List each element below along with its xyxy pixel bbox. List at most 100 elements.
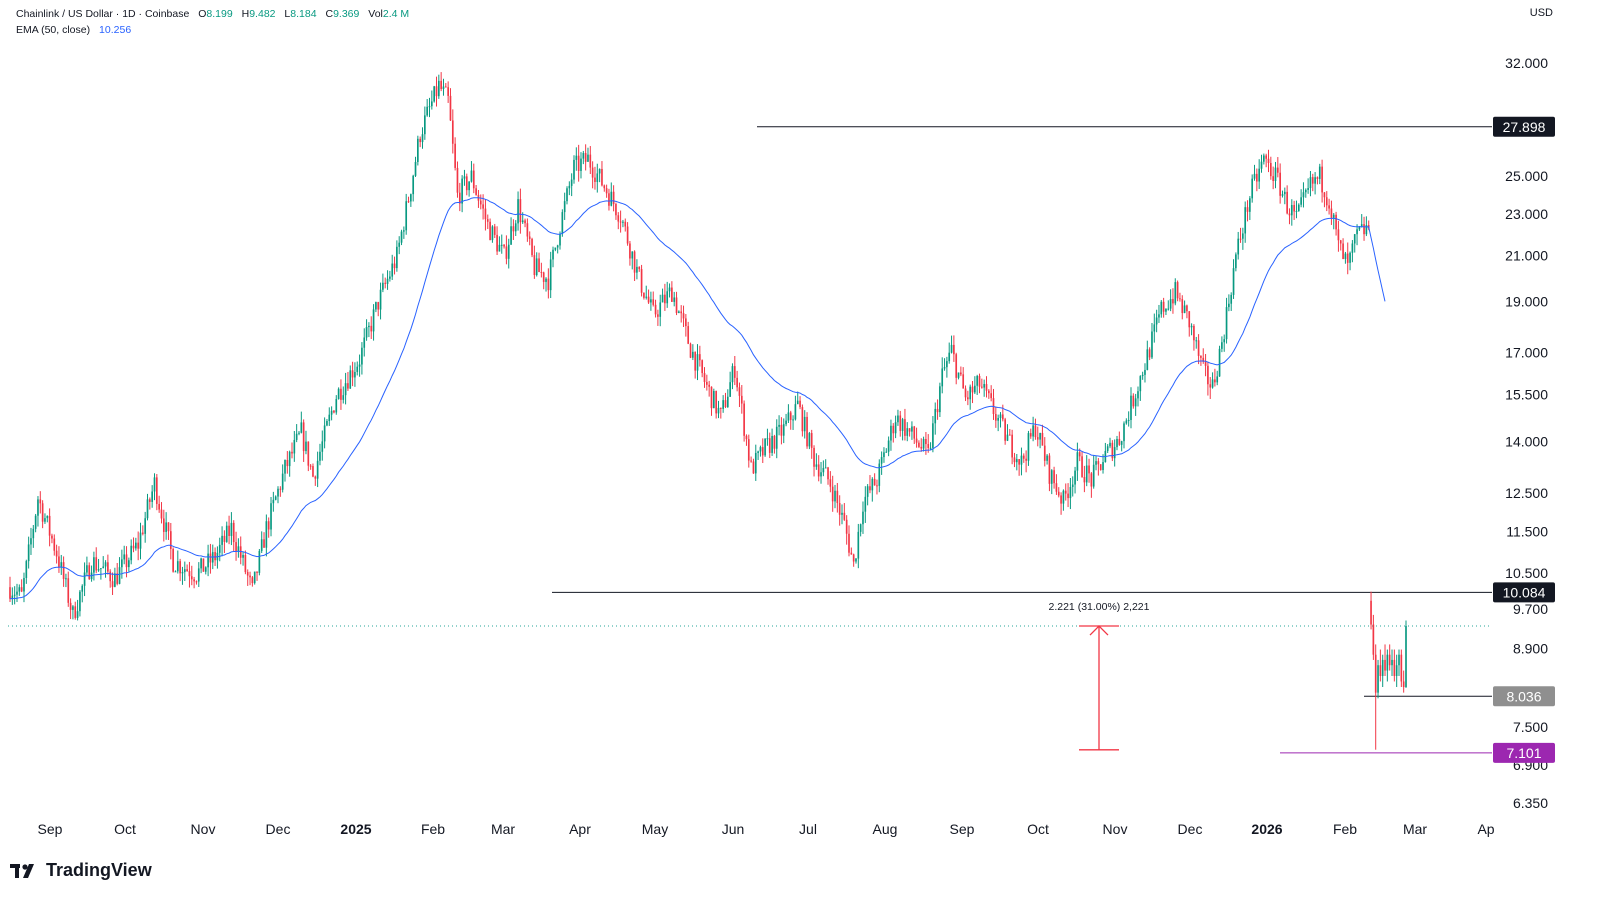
candle[interactable]	[659, 294, 662, 327]
candle[interactable]	[796, 391, 799, 405]
candle[interactable]	[391, 254, 394, 280]
candle[interactable]	[1008, 428, 1011, 436]
candle[interactable]	[18, 584, 21, 596]
candle[interactable]	[365, 319, 368, 341]
candle[interactable]	[1260, 154, 1263, 173]
candle[interactable]	[384, 277, 387, 289]
candle[interactable]	[633, 250, 636, 281]
candle[interactable]	[712, 388, 715, 409]
candle[interactable]	[1337, 220, 1340, 252]
candle[interactable]	[176, 550, 179, 574]
candle[interactable]	[1109, 437, 1111, 449]
candle[interactable]	[1300, 189, 1302, 208]
candle[interactable]	[1102, 454, 1104, 474]
candle[interactable]	[361, 342, 363, 375]
candle[interactable]	[782, 418, 785, 444]
candle[interactable]	[167, 522, 170, 540]
candle[interactable]	[151, 485, 154, 508]
candle[interactable]	[1032, 416, 1034, 442]
candle[interactable]	[948, 342, 951, 364]
candle[interactable]	[1218, 345, 1221, 377]
candle[interactable]	[1097, 458, 1100, 476]
candle[interactable]	[1246, 200, 1249, 222]
candle[interactable]	[855, 558, 857, 564]
candle[interactable]	[1339, 239, 1342, 251]
candle[interactable]	[685, 314, 687, 337]
candle[interactable]	[724, 392, 727, 409]
candle[interactable]	[897, 409, 899, 426]
candle[interactable]	[160, 502, 163, 524]
candle[interactable]	[1214, 368, 1216, 387]
candle[interactable]	[58, 546, 60, 573]
candle[interactable]	[1286, 185, 1288, 215]
candle[interactable]	[249, 571, 251, 586]
candle[interactable]	[1393, 649, 1396, 682]
candle[interactable]	[137, 531, 140, 561]
candle[interactable]	[1067, 483, 1069, 508]
candle[interactable]	[1351, 240, 1354, 263]
candle[interactable]	[547, 268, 550, 299]
candle[interactable]	[447, 81, 449, 103]
candle[interactable]	[295, 424, 298, 443]
candle[interactable]	[631, 251, 634, 270]
candle[interactable]	[335, 395, 338, 415]
candle[interactable]	[894, 415, 897, 439]
candle[interactable]	[582, 150, 585, 165]
candle[interactable]	[263, 532, 265, 548]
candle[interactable]	[1242, 227, 1244, 250]
candle[interactable]	[472, 163, 475, 194]
candle[interactable]	[836, 483, 839, 513]
candle[interactable]	[1039, 432, 1041, 449]
candle[interactable]	[1381, 654, 1384, 688]
candle[interactable]	[657, 309, 659, 326]
candle[interactable]	[155, 474, 158, 511]
candle[interactable]	[803, 410, 806, 439]
candle[interactable]	[253, 571, 256, 585]
candle[interactable]	[237, 538, 240, 558]
level-price-label[interactable]: 27.898	[1493, 116, 1555, 137]
candle[interactable]	[764, 438, 766, 457]
candle[interactable]	[668, 283, 671, 298]
candle[interactable]	[594, 166, 596, 190]
candle[interactable]	[1269, 156, 1272, 180]
candle[interactable]	[852, 553, 855, 567]
candle[interactable]	[67, 571, 70, 607]
candle[interactable]	[302, 419, 305, 462]
candle[interactable]	[435, 76, 438, 107]
candle[interactable]	[375, 301, 377, 313]
candle[interactable]	[596, 163, 599, 193]
candle[interactable]	[326, 419, 328, 427]
candle[interactable]	[505, 235, 508, 265]
candle[interactable]	[1262, 153, 1265, 165]
candle[interactable]	[1384, 644, 1386, 676]
candle[interactable]	[994, 406, 997, 428]
candle[interactable]	[1353, 233, 1356, 253]
candle[interactable]	[920, 438, 923, 452]
candle[interactable]	[729, 371, 731, 397]
candle[interactable]	[424, 106, 426, 140]
candle[interactable]	[11, 587, 14, 605]
candle[interactable]	[624, 218, 627, 232]
candle[interactable]	[342, 386, 345, 404]
candle[interactable]	[638, 266, 641, 272]
candle[interactable]	[671, 281, 673, 302]
candle[interactable]	[1064, 483, 1067, 501]
candle[interactable]	[20, 579, 23, 593]
candle[interactable]	[396, 240, 398, 272]
candle[interactable]	[885, 448, 888, 453]
candle[interactable]	[244, 550, 247, 575]
candle[interactable]	[908, 428, 911, 437]
candle[interactable]	[97, 558, 100, 572]
candle[interactable]	[1251, 174, 1254, 203]
candle[interactable]	[678, 310, 680, 314]
candle[interactable]	[1020, 447, 1023, 476]
candle[interactable]	[545, 277, 547, 292]
candle[interactable]	[153, 473, 156, 501]
candle[interactable]	[461, 175, 463, 213]
candle[interactable]	[209, 543, 212, 574]
candle[interactable]	[74, 601, 77, 620]
candle[interactable]	[221, 526, 223, 557]
candle[interactable]	[284, 459, 286, 482]
candle[interactable]	[1258, 159, 1261, 189]
candle[interactable]	[142, 525, 144, 536]
